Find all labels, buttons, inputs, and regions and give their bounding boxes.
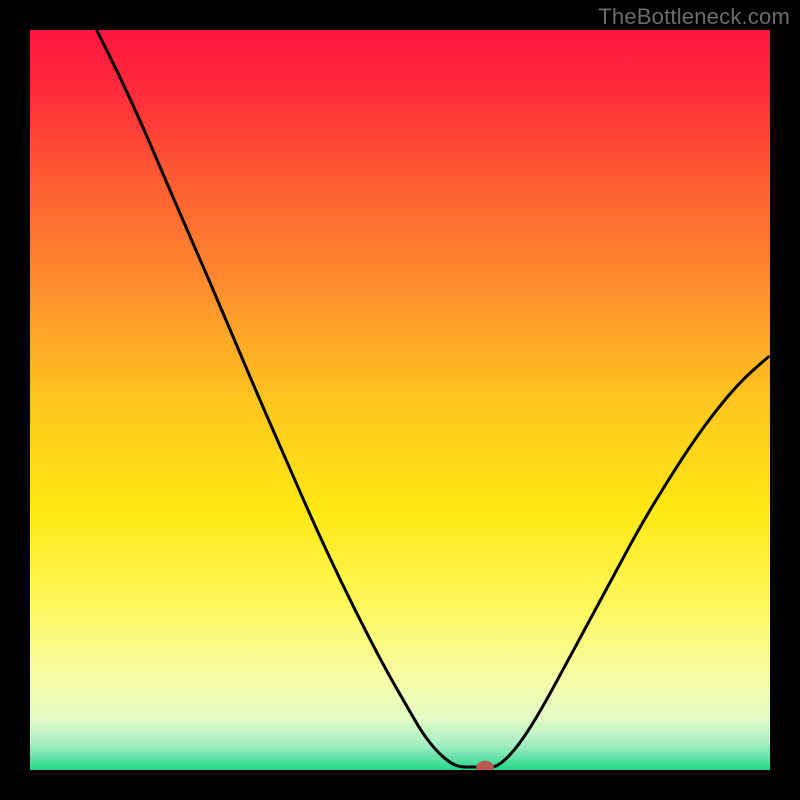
gradient-background [30,30,770,770]
plot-area [30,30,770,770]
chart-root: TheBottleneck.com [0,0,800,800]
bottleneck-chart-svg [30,30,770,770]
watermark-text: TheBottleneck.com [598,4,790,30]
